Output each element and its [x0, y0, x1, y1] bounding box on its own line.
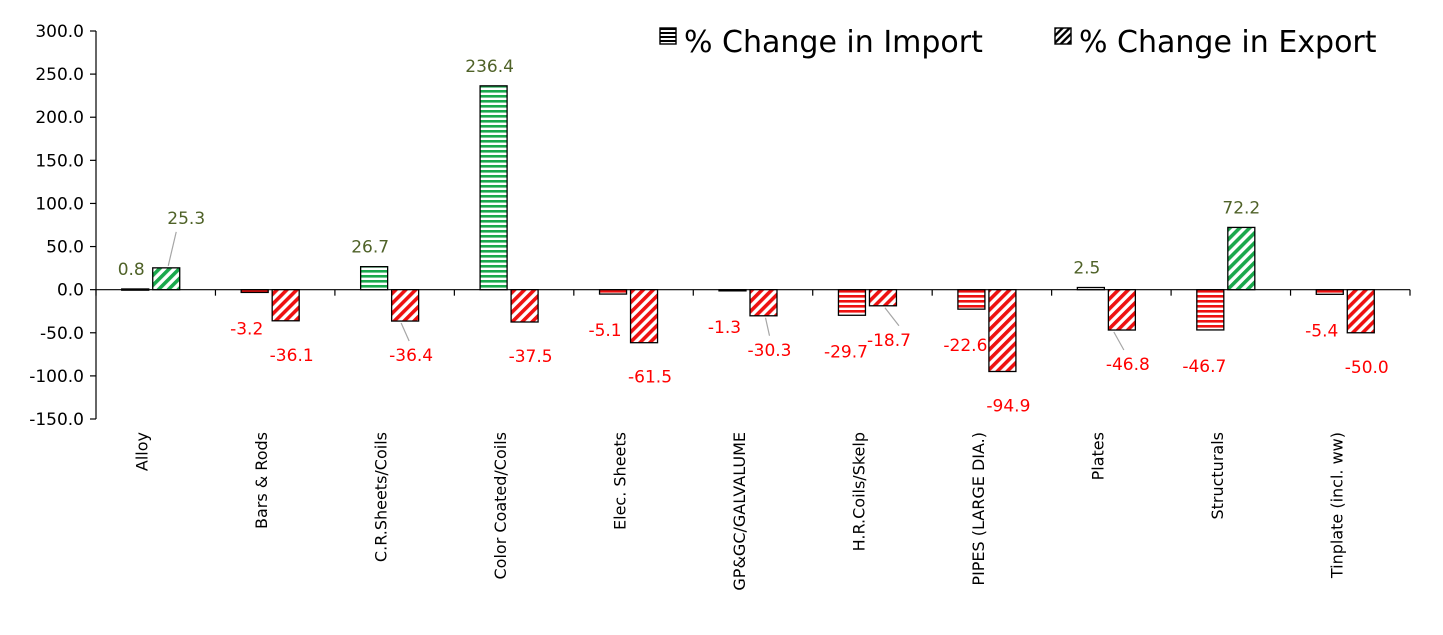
legend-import-label: % Change in Import [684, 25, 983, 60]
y-tick-label: 100.0 [35, 194, 84, 214]
import-bar [359, 265, 389, 291]
leader-line [884, 307, 900, 327]
export-bar [1346, 289, 1375, 334]
category-label: PIPES (LARGE DIA.) [969, 432, 988, 586]
import-bar [957, 289, 986, 310]
y-axis: 300.0 250.0 200.0 150.0 100.0 50.0 0.0 -50.0 -10… [29, 22, 97, 430]
export-bar [629, 289, 659, 344]
export-bar [868, 289, 898, 307]
import-bar [479, 85, 508, 291]
data-labels: 0.8 25.3 -3.2 -36.1 26.7 -36.4 236.4 -37.5 -5.1 -… [118, 57, 1389, 417]
export-data-label: 72.2 [1222, 198, 1260, 218]
export-bar [749, 289, 778, 317]
export-bar [390, 289, 420, 322]
import-data-label: 26.7 [351, 238, 389, 258]
import-data-label: -29.7 [824, 342, 868, 362]
category-label: Bars & Rods [252, 432, 271, 529]
import-data-label: 0.8 [118, 260, 145, 280]
y-tick-label: -100.0 [29, 367, 84, 387]
import-data-label: -3.2 [230, 319, 263, 339]
y-tick-label: -50.0 [40, 324, 84, 344]
import-data-label: 2.5 [1073, 259, 1100, 279]
leader-line [1113, 331, 1125, 351]
export-data-label: -61.5 [628, 368, 672, 388]
y-tick-label: 250.0 [35, 65, 84, 85]
category-label: Plates [1088, 432, 1107, 480]
import-bar [598, 289, 628, 295]
category-label: C.R.Sheets/Coils [372, 432, 391, 562]
export-bar [1227, 226, 1256, 291]
legend-export-swatch [1054, 27, 1072, 45]
bar-series-group [121, 85, 1375, 373]
export-bar [271, 289, 300, 322]
import-data-label: -46.7 [1182, 357, 1226, 377]
leader-lines [167, 231, 1125, 351]
y-tick-label: 50.0 [46, 238, 84, 258]
import-bar [1315, 289, 1344, 295]
import-data-label: -5.4 [1305, 321, 1338, 341]
import-data-label: -1.3 [708, 318, 741, 338]
export-data-label: -36.4 [389, 346, 433, 366]
import-data-label: -5.1 [588, 321, 621, 341]
export-data-label: -94.9 [986, 396, 1030, 416]
legend-import-swatch [659, 27, 677, 45]
y-tick-label: 0.0 [57, 281, 84, 301]
import-bar [240, 289, 269, 294]
category-labels: Alloy Bars & Rods C.R.Sheets/Coils Color Co… [133, 432, 1347, 591]
import-data-label: -22.6 [943, 336, 987, 356]
y-tick-label: 200.0 [35, 108, 84, 128]
import-bar [1196, 289, 1225, 331]
export-bar [510, 289, 539, 323]
export-data-label: -18.7 [867, 331, 911, 351]
category-label: GP&GC/GALVALUME [730, 432, 749, 591]
category-label: Alloy [133, 432, 152, 471]
y-tick-label: -150.0 [29, 410, 84, 430]
import-bar [121, 288, 150, 291]
import-bar [718, 289, 747, 292]
export-data-label: -37.5 [509, 347, 553, 367]
export-bar [152, 267, 181, 291]
import-bar [1076, 286, 1106, 291]
category-label: H.R.Coils/Skelp [849, 432, 868, 551]
import-bar [837, 289, 867, 316]
y-tick-label: 300.0 [35, 22, 84, 42]
category-label: Elec. Sheets [611, 432, 630, 530]
legend: % Change in Import % Change in Export [659, 25, 1377, 60]
export-data-label: -46.8 [1106, 355, 1150, 375]
export-data-label: 25.3 [167, 209, 205, 229]
category-label: Color Coated/Coils [491, 432, 510, 579]
leader-line [167, 231, 177, 266]
export-bar [988, 289, 1017, 373]
category-label: Structurals [1208, 432, 1227, 520]
leader-line [400, 322, 410, 342]
export-data-label: -36.1 [270, 346, 314, 366]
leader-line [764, 317, 771, 336]
legend-export-label: % Change in Export [1079, 25, 1377, 60]
import-data-label: 236.4 [465, 57, 514, 77]
export-data-label: -30.3 [748, 341, 792, 361]
export-data-label: -50.0 [1345, 358, 1389, 378]
y-tick-label: 150.0 [35, 151, 84, 171]
export-bar [1107, 289, 1137, 331]
category-label: Tinplate (incl. ww) [1327, 432, 1346, 579]
